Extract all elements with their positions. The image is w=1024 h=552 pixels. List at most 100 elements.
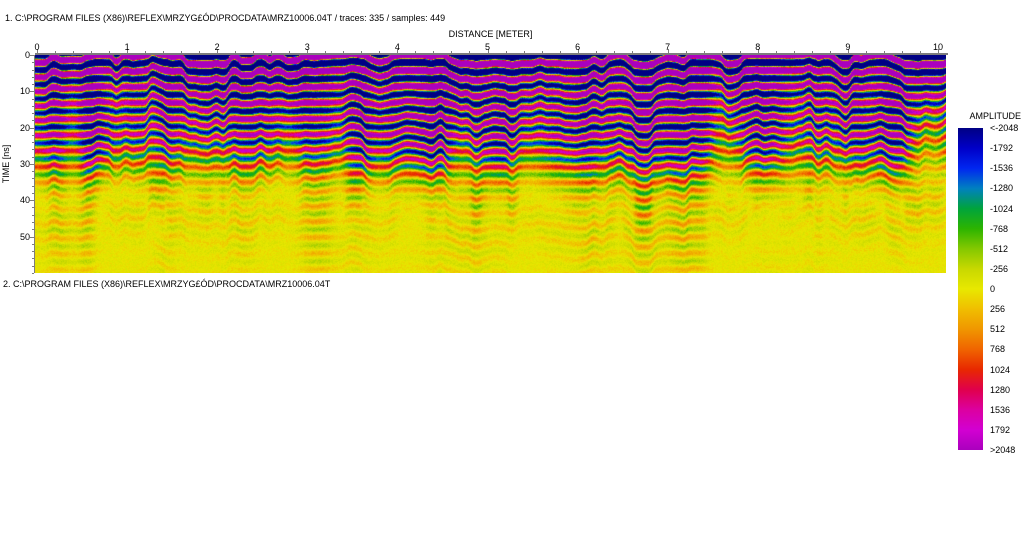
y-minor-tick [32,91,34,93]
x-minor-tick [199,51,201,53]
x-major-tick [938,49,939,53]
y-minor-tick [32,272,34,274]
y-tick-label: 20 [19,122,30,133]
y-major-tick [30,55,34,56]
x-tick-label: 6 [575,42,581,52]
amplitude-tick-label: -256 [990,263,1009,274]
x-minor-tick [379,51,381,53]
y-tick-label: 0 [24,50,30,60]
y-minor-tick [32,192,34,194]
amplitude-tick-label: 0 [990,284,996,294]
y-minor-tick [32,69,34,71]
y-minor-tick [32,113,34,115]
x-major-tick [577,49,579,53]
y-minor-tick [32,265,34,267]
y-minor-tick [32,214,34,216]
x-minor-tick [433,51,435,53]
y-minor-tick [32,105,34,107]
x-minor-tick [163,51,165,53]
x-minor-tick [271,51,273,53]
x-minor-tick [901,51,903,53]
x-minor-tick [469,51,471,53]
y-tick-label: 10 [19,86,30,97]
x-tick-label: 9 [845,42,851,52]
amplitude-tick-label: 768 [990,344,1006,355]
x-minor-tick [415,51,417,53]
x-minor-tick [595,51,597,53]
amplitude-tick-label: 1536 [990,404,1011,415]
x-major-tick [667,49,669,53]
x-minor-tick [235,51,237,53]
x-minor-tick [631,51,633,53]
x-tick-label: 1 [124,42,130,52]
x-minor-tick [685,51,687,53]
x-minor-tick [559,51,561,53]
y-minor-tick [32,156,34,158]
y-minor-tick [32,251,34,253]
x-minor-tick [91,51,93,53]
y-minor-tick [32,120,34,122]
x-tick-label: 7 [665,42,671,52]
x-major-tick [397,49,399,53]
amplitude-tick-label: >2048 [990,445,1016,455]
x-minor-tick [739,51,741,53]
time-axis-label: TIME [ns] [1,144,11,184]
y-minor-tick [32,98,34,100]
x-minor-tick [181,51,183,53]
x-minor-tick [811,51,813,53]
y-minor-tick [32,142,34,144]
y-minor-tick [32,76,34,78]
x-minor-tick [541,51,543,53]
x-minor-tick [253,51,255,53]
x-minor-tick [55,51,57,53]
x-minor-tick [451,51,453,53]
x-tick-label: 10 [932,42,944,52]
x-minor-tick [325,51,327,53]
x-minor-tick [793,51,795,53]
y-minor-tick [32,258,34,260]
section-1-title: 1. C:\PROGRAM FILES (X86)\REFLEX\MRZYG£Ó… [5,13,446,23]
amplitude-colorbar-title: AMPLITUDE [969,111,1021,121]
x-minor-tick [613,51,615,53]
amplitude-tick-label: 256 [990,304,1006,315]
x-major-tick [127,49,129,53]
y-axis-line [34,55,35,273]
amplitude-tick-label: -768 [990,223,1009,234]
x-axis-line [35,53,948,55]
x-tick-label: 0 [34,42,40,52]
section-2-title: 2. C:\PROGRAM FILES (X86)\REFLEX\MRZYG£Ó… [3,279,331,289]
y-minor-tick [32,236,34,238]
y-minor-tick [32,229,34,231]
y-minor-tick [32,200,34,202]
x-minor-tick [73,51,75,53]
y-minor-tick [32,178,34,180]
y-minor-tick [32,127,34,129]
x-minor-tick [289,51,291,53]
y-minor-tick [32,207,34,209]
x-minor-tick [721,51,723,53]
y-minor-tick [32,163,34,165]
x-tick-label: 8 [755,42,761,52]
x-major-tick [217,49,219,53]
x-minor-tick [505,51,507,53]
amplitude-tick-label: 512 [990,324,1006,335]
amplitude-tick-label: -512 [990,243,1009,254]
x-minor-tick [361,51,363,53]
y-minor-tick [32,171,34,173]
y-tick-label: 40 [19,195,30,206]
x-minor-tick [919,51,921,53]
x-minor-tick [523,51,525,53]
y-minor-tick [32,243,34,245]
amplitude-tick-label: -1024 [990,203,1014,214]
y-minor-tick [32,84,34,86]
x-major-tick [847,49,849,53]
distance-axis-label: DISTANCE [METER] [448,29,533,39]
x-tick-label: 5 [484,42,491,52]
x-minor-tick [343,51,345,53]
radargram-canvas[interactable] [35,55,946,273]
amplitude-tick-label: 1792 [990,424,1011,435]
amplitude-tick-label: -1280 [990,183,1014,194]
x-minor-tick [775,51,777,53]
x-minor-tick [883,51,885,53]
